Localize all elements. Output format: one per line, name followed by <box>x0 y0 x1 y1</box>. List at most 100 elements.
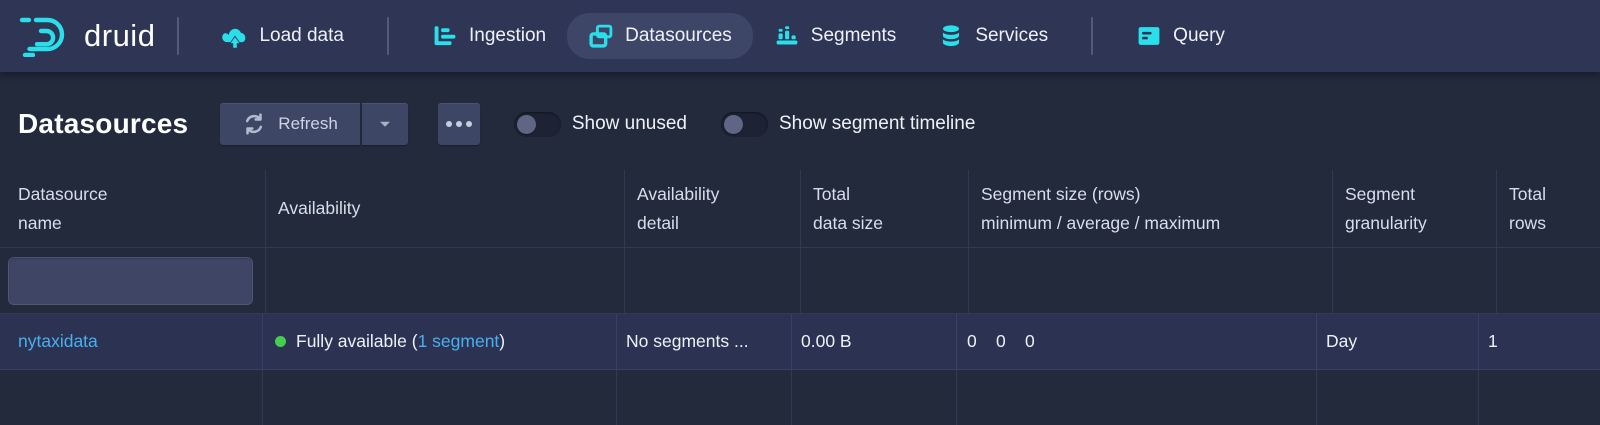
column-header-line: rows <box>1509 212 1546 233</box>
nav-divider <box>1091 17 1094 55</box>
cell-availability: Fully available ( 1 segment ) <box>263 314 617 369</box>
empty-cell <box>617 370 792 425</box>
empty-cell <box>1479 370 1600 425</box>
cell-segment-granularity: Day <box>1317 314 1479 369</box>
more-icon <box>445 121 472 127</box>
empty-cell <box>1317 370 1479 425</box>
segment-count-link[interactable]: 1 segment <box>417 331 500 351</box>
nav-item-label: Load data <box>259 25 344 46</box>
filter-cell-datasource-name <box>0 248 266 313</box>
layers-icon <box>588 23 614 49</box>
cell-total-data-size: 0.00 B <box>792 314 957 369</box>
column-header-total-data-size[interactable]: Total data size <box>801 170 969 247</box>
filter-cell <box>1333 248 1497 313</box>
empty-cell <box>263 370 617 425</box>
datasources-toolbar: Datasources Refresh Show unused <box>0 72 1600 146</box>
upload-cloud-icon <box>222 23 248 49</box>
column-header-line: data size <box>813 212 884 233</box>
column-header-line: Total <box>1509 183 1546 204</box>
table-filter-row <box>0 248 1600 314</box>
druid-logo-icon <box>16 11 74 62</box>
cell-segment-size: 0 0 0 <box>957 314 1317 369</box>
column-header-line: Availability <box>637 183 720 204</box>
filter-cell <box>1497 248 1600 313</box>
table-row: nytaxidata Fully available ( 1 segment )… <box>0 314 1600 370</box>
filter-cell <box>801 248 969 313</box>
bar-chart-icon <box>774 23 800 49</box>
column-header-segment-granularity[interactable]: Segment granularity <box>1333 170 1497 247</box>
nav-item-segments[interactable]: Segments <box>753 13 918 59</box>
table-empty-row <box>0 370 1600 425</box>
nav-item-label: Datasources <box>625 25 732 46</box>
nav-item-ingestion[interactable]: Ingestion <box>411 13 567 59</box>
column-header-availability-detail[interactable]: Availability detail <box>625 170 801 247</box>
column-header-line: Total <box>813 183 850 204</box>
refresh-button-group: Refresh <box>220 103 408 145</box>
caret-down-icon <box>376 115 394 133</box>
druid-logo[interactable]: druid <box>16 11 155 62</box>
segment-size-avg: 0 <box>996 331 1006 351</box>
column-header-total-rows[interactable]: Total rows <box>1497 170 1600 247</box>
column-header-line: granularity <box>1345 212 1427 233</box>
column-header-line: Segment <box>1345 183 1416 204</box>
segment-granularity-text: Day <box>1326 331 1358 351</box>
column-header-line: minimum / average / maximum <box>981 212 1221 233</box>
more-actions-button[interactable] <box>437 103 480 145</box>
console-icon <box>1136 23 1162 49</box>
refresh-icon <box>242 112 266 136</box>
datasource-name-link[interactable]: nytaxidata <box>18 331 98 351</box>
nav-divider <box>386 17 389 55</box>
top-navbar: druid Load data Ingestion <box>0 0 1600 72</box>
nav-item-label: Query <box>1173 25 1225 46</box>
column-header-line: detail <box>637 212 679 233</box>
nav-item-datasources[interactable]: Datasources <box>567 13 753 59</box>
cell-total-rows: 1 <box>1479 314 1600 369</box>
refresh-button[interactable]: Refresh <box>220 103 360 145</box>
availability-text: ) <box>499 331 506 351</box>
gantt-chart-icon <box>432 23 458 49</box>
show-unused-toggle-group: Show unused <box>480 111 687 137</box>
refresh-button-label: Refresh <box>278 114 338 133</box>
cell-availability-detail: No segments ... <box>617 314 792 369</box>
empty-cell <box>0 370 263 425</box>
availability-text: Fully available ( <box>296 331 418 351</box>
total-data-size-text: 0.00 B <box>801 331 852 351</box>
database-icon <box>938 23 964 49</box>
datasource-name-filter-input[interactable] <box>8 256 253 305</box>
page-title: Datasources <box>18 108 189 139</box>
segment-size-max: 0 <box>1025 331 1035 351</box>
refresh-interval-dropdown-button[interactable] <box>361 103 408 145</box>
nav-divider <box>177 17 180 55</box>
availability-detail-text: No segments ... <box>626 331 749 351</box>
column-header-line: Segment size (rows) <box>981 183 1141 204</box>
nav-item-label: Segments <box>810 25 897 46</box>
nav-item-label: Services <box>975 25 1049 46</box>
column-header-availability[interactable]: Availability <box>266 170 625 247</box>
empty-cell <box>957 370 1317 425</box>
show-unused-label: Show unused <box>571 113 687 134</box>
filter-cell <box>969 248 1333 313</box>
segment-size-min: 0 <box>967 331 977 351</box>
show-unused-toggle[interactable] <box>513 111 561 137</box>
nav-item-load-data[interactable]: Load data <box>201 13 365 59</box>
column-header-datasource-name[interactable]: Datasource name <box>0 170 266 247</box>
nav-item-query[interactable]: Query <box>1115 13 1246 59</box>
filter-cell <box>266 248 625 313</box>
table-header-row: Datasource name Availability Availabilit… <box>0 170 1600 248</box>
column-header-line: Datasource <box>18 183 108 204</box>
datasources-table: Datasource name Availability Availabilit… <box>0 170 1600 425</box>
empty-cell <box>792 370 957 425</box>
total-rows-text: 1 <box>1488 331 1498 351</box>
brand-wordmark: druid <box>84 18 156 53</box>
column-header-segment-size[interactable]: Segment size (rows) minimum / average / … <box>969 170 1333 247</box>
column-header-line: name <box>18 212 62 233</box>
show-segment-timeline-label: Show segment timeline <box>778 113 976 134</box>
nav-item-label: Ingestion <box>468 25 547 46</box>
show-segment-timeline-toggle[interactable] <box>720 111 768 137</box>
cell-datasource-name: nytaxidata <box>0 314 263 369</box>
filter-cell <box>625 248 801 313</box>
nav-item-services[interactable]: Services <box>917 13 1069 59</box>
availability-status-dot <box>275 336 286 347</box>
show-segment-timeline-toggle-group: Show segment timeline <box>687 111 976 137</box>
column-header-line: Availability <box>278 198 361 218</box>
